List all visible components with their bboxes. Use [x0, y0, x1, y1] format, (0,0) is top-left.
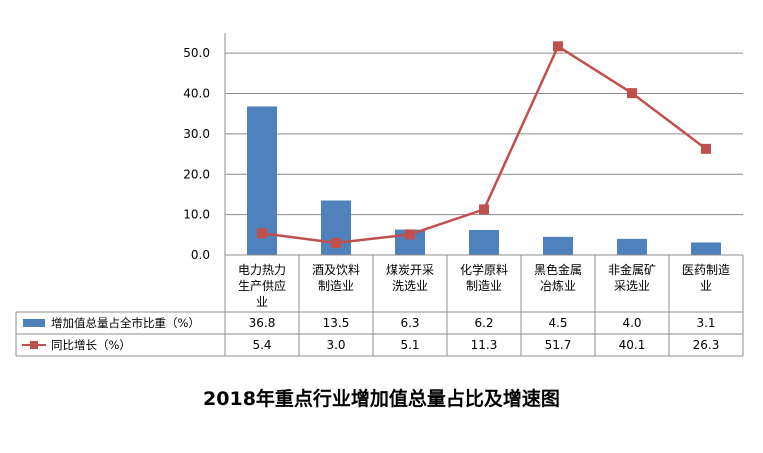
table-value-share: 4.5	[548, 316, 567, 330]
category-label: 业	[256, 295, 268, 309]
table-value-growth: 5.1	[400, 338, 419, 352]
category-label: 电力热力	[238, 263, 286, 277]
growth-marker	[405, 229, 415, 240]
category-label: 非金属矿	[608, 262, 656, 277]
legend-line-marker	[30, 341, 38, 349]
table-value-growth: 26.3	[693, 338, 720, 352]
growth-marker	[627, 88, 637, 99]
y-tick-label: 0.0	[191, 248, 210, 262]
table-value-share: 36.8	[249, 316, 276, 330]
category-label: 煤炭开采	[386, 263, 434, 277]
growth-marker	[701, 143, 711, 154]
category-label: 采选业	[614, 279, 650, 293]
category-label: 生产供应	[238, 278, 286, 293]
bar	[691, 242, 721, 255]
table-value-share: 6.2	[474, 316, 493, 330]
table-value-share: 3.1	[696, 316, 715, 330]
table-value-share: 4.0	[622, 316, 641, 330]
table-value-growth: 5.4	[252, 338, 271, 352]
y-tick-label: 10.0	[183, 208, 210, 222]
y-tick-label: 40.0	[183, 87, 210, 101]
category-label: 业	[700, 279, 712, 293]
growth-marker	[479, 204, 489, 215]
y-tick-label: 30.0	[183, 127, 210, 141]
table-value-growth: 3.0	[326, 338, 345, 352]
category-label: 洗选业	[392, 279, 428, 293]
chart-title: 2018年重点行业增加值总量占比及增速图	[203, 388, 560, 410]
category-label: 黑色金属	[534, 262, 582, 277]
table-value-growth: 40.1	[619, 338, 646, 352]
category-label: 冶炼业	[540, 278, 576, 293]
bar	[469, 229, 499, 255]
legend-line-label: 同比增长（%）	[51, 338, 131, 352]
legend-bar-swatch	[23, 319, 45, 327]
y-tick-label: 50.0	[183, 46, 210, 60]
category-label: 化学原料	[460, 262, 508, 277]
category-label: 酒及饮料	[312, 263, 360, 277]
bar	[543, 236, 573, 255]
category-label: 制造业	[318, 279, 354, 293]
table-value-share: 13.5	[323, 316, 350, 330]
table-value-share: 6.3	[400, 316, 419, 330]
table-value-growth: 51.7	[545, 338, 572, 352]
growth-marker	[257, 228, 267, 239]
category-label: 医药制造	[682, 263, 730, 277]
category-label: 制造业	[466, 279, 502, 293]
y-tick-label: 20.0	[183, 167, 210, 181]
growth-marker	[553, 41, 563, 52]
bar	[617, 238, 647, 255]
legend-bar-label: 增加值总量占全市比重（%）	[51, 316, 200, 330]
growth-marker	[331, 237, 341, 248]
table-value-growth: 11.3	[471, 338, 498, 352]
